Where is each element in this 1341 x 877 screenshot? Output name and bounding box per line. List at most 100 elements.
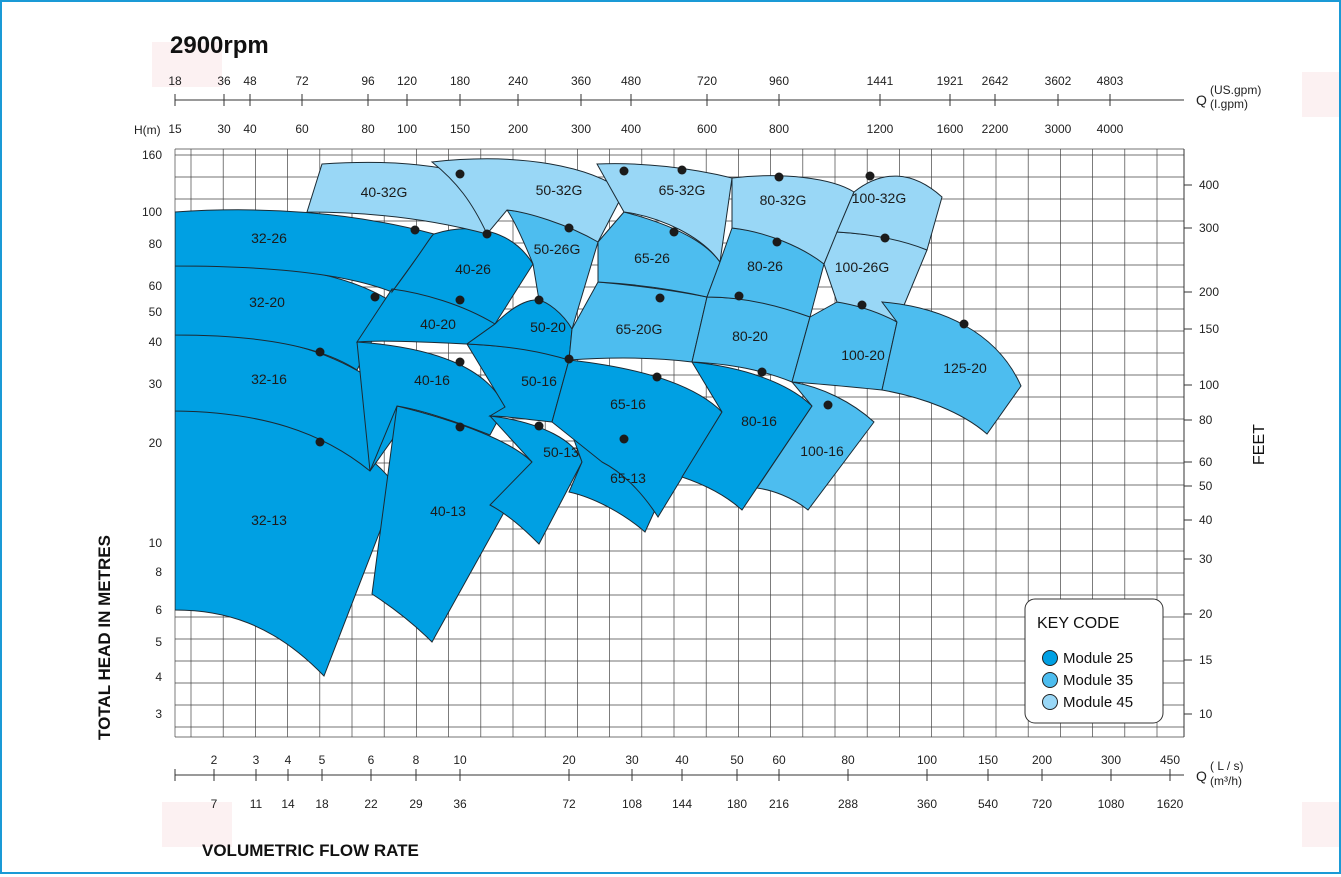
legend-swatch-module-35 [1042, 672, 1058, 688]
y-tick-feet: 200 [1199, 285, 1219, 299]
x-tick-ls: 100 [917, 753, 937, 767]
x-tick-ls: 450 [1160, 753, 1180, 767]
watermark [152, 42, 1341, 847]
x-tick-lgpm: 400 [621, 122, 641, 136]
x-tick-m3h: 180 [727, 797, 747, 811]
pump-zone-label: 125-20 [943, 360, 987, 376]
x-tick-ls: 200 [1032, 753, 1052, 767]
x-tick-m3h: 360 [917, 797, 937, 811]
x-tick-usgpm: 1921 [937, 74, 964, 88]
x-tick-usgpm: 360 [571, 74, 591, 88]
x-tick-usgpm: 240 [508, 74, 528, 88]
legend: KEY CODE Module 25 Module 35 Module 45 [1024, 598, 1164, 724]
x-tick-usgpm: 4803 [1097, 74, 1124, 88]
x-tick-lgpm: 2200 [982, 122, 1009, 136]
pump-zone-label: 50-26G [534, 241, 581, 257]
x-tick-m3h: 72 [562, 797, 576, 811]
x-tick-lgpm: 200 [508, 122, 528, 136]
x-tick-ls: 50 [730, 753, 744, 767]
x-tick-ls: 4 [285, 753, 292, 767]
bottom-unit-ls: ( L / s) [1210, 759, 1244, 773]
x-tick-lgpm: 300 [571, 122, 591, 136]
x-tick-m3h: 11 [250, 797, 263, 811]
pump-zone-label: 65-26 [634, 250, 670, 266]
pump-zone-label: 50-16 [521, 373, 557, 389]
pump-zone-40-13 [371, 405, 533, 643]
y-tick-feet: 30 [1199, 552, 1213, 566]
best-efficiency-point [619, 434, 629, 444]
x-tick-lgpm: 1200 [867, 122, 894, 136]
top-q-label: Q [1196, 92, 1207, 108]
best-efficiency-point [880, 233, 890, 243]
x-tick-usgpm: 180 [450, 74, 470, 88]
x-tick-ls: 150 [978, 753, 998, 767]
legend-box [1024, 598, 1164, 724]
pump-zone-label: 65-20G [616, 321, 663, 337]
best-efficiency-point [564, 354, 574, 364]
y-tick-feet: 300 [1199, 221, 1219, 235]
pump-zone-labels: 32-13 32-16 32-20 32-26 40-13 40-16 40-20 40-26… [249, 165, 987, 528]
pump-zone-65-32G [596, 163, 733, 264]
x-tick-usgpm: 120 [397, 74, 417, 88]
x-tick-m3h: 108 [622, 797, 642, 811]
legend-label-module-25: Module 25 [1063, 650, 1133, 667]
x-tick-ls: 30 [625, 753, 639, 767]
y-axis-title: TOTAL HEAD IN METRES [95, 535, 114, 740]
best-efficiency-point [455, 422, 465, 432]
best-efficiency-point [774, 172, 784, 182]
x-tick-m3h: 29 [409, 797, 423, 811]
y-tick-m: 20 [149, 436, 163, 450]
x-tick-usgpm: 3602 [1045, 74, 1072, 88]
y-tick-feet: 150 [1199, 322, 1219, 336]
pump-zone-label: 40-13 [430, 503, 466, 519]
y-tick-m: 100 [142, 205, 162, 219]
pump-zone-label: 65-32G [659, 182, 706, 198]
x-tick-m3h: 720 [1032, 797, 1052, 811]
pump-zone-label: 100-32G [852, 190, 906, 206]
pump-zone-label: 40-32G [361, 184, 408, 200]
x-tick-ls: 6 [368, 753, 375, 767]
x-tick-m3h: 288 [838, 797, 858, 811]
y-tick-m: 160 [142, 148, 162, 162]
y-tick-feet: 400 [1199, 178, 1219, 192]
pump-zone-label: 40-20 [420, 316, 456, 332]
x-tick-usgpm: 48 [243, 74, 257, 88]
y-tick-feet: 10 [1199, 707, 1213, 721]
y-tick-m: 80 [149, 237, 163, 251]
y-tick-feet: 15 [1199, 653, 1213, 667]
pump-zone-label: 32-16 [251, 371, 287, 387]
x-tick-usgpm: 1441 [867, 74, 894, 88]
x-tick-ls: 20 [562, 753, 576, 767]
x-tick-m3h: 7 [211, 797, 218, 811]
x-axis-title: VOLUMETRIC FLOW RATE [202, 841, 419, 860]
pump-zone-label: 40-26 [455, 261, 491, 277]
y-tick-m: 60 [149, 279, 163, 293]
x-tick-lgpm: 40 [243, 122, 257, 136]
best-efficiency-point [677, 165, 687, 175]
pump-zone-label: 65-13 [610, 470, 646, 486]
y-tick-m: 10 [149, 536, 163, 550]
y-tick-m: 6 [155, 603, 162, 617]
best-efficiency-point [564, 223, 574, 233]
pump-zone-label: 32-13 [251, 512, 287, 528]
pump-zone-label: 65-16 [610, 396, 646, 412]
best-efficiency-point [669, 227, 679, 237]
pump-zone-label: 50-20 [530, 319, 566, 335]
legend-label-module-45: Module 45 [1063, 694, 1133, 711]
pump-zone-100-32G [836, 175, 943, 251]
x-tick-m3h: 1080 [1098, 797, 1125, 811]
y-tick-m: 40 [149, 335, 163, 349]
x-tick-ls: 5 [319, 753, 326, 767]
best-efficiency-point [655, 293, 665, 303]
x-tick-lgpm: 60 [295, 122, 309, 136]
pump-zone-label: 80-16 [741, 413, 777, 429]
y-tick-m: 30 [149, 377, 163, 391]
legend-swatch-module-45 [1042, 694, 1058, 710]
x-tick-usgpm: 960 [769, 74, 789, 88]
pump-zone-label: 40-16 [414, 372, 450, 388]
best-efficiency-point [959, 319, 969, 329]
x-tick-usgpm: 480 [621, 74, 641, 88]
x-tick-ls: 8 [413, 753, 420, 767]
best-efficiency-point [865, 171, 875, 181]
best-efficiency-point [315, 437, 325, 447]
